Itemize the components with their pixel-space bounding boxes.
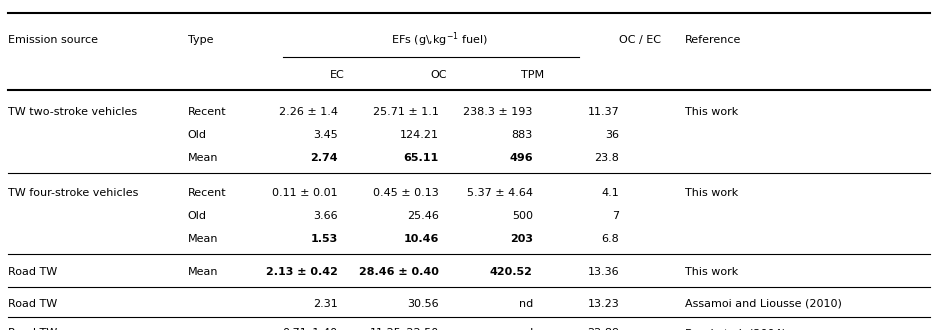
Text: 13.23: 13.23	[587, 299, 619, 309]
Text: This work: This work	[685, 107, 738, 117]
Text: Assamoi and Liousse (2010): Assamoi and Liousse (2010)	[685, 299, 841, 309]
Text: EC: EC	[330, 70, 345, 80]
Text: 3.66: 3.66	[313, 211, 338, 221]
Text: 65.11: 65.11	[403, 153, 439, 163]
Text: Road TW: Road TW	[8, 267, 57, 277]
Text: Mean: Mean	[188, 153, 219, 163]
Text: 6.8: 6.8	[601, 234, 619, 244]
Text: 3.45: 3.45	[313, 130, 338, 140]
Text: Road TW: Road TW	[8, 299, 57, 309]
Text: 5.37 ± 4.64: 5.37 ± 4.64	[467, 188, 533, 198]
Text: 10.46: 10.46	[403, 234, 439, 244]
Text: 0.71–1.40: 0.71–1.40	[282, 328, 338, 330]
Text: OC: OC	[431, 70, 447, 80]
Text: Reference: Reference	[685, 35, 741, 45]
Text: Old: Old	[188, 211, 206, 221]
Text: 13.36: 13.36	[587, 267, 619, 277]
Text: This work: This work	[685, 267, 738, 277]
Text: 0.45 ± 0.13: 0.45 ± 0.13	[373, 188, 439, 198]
Text: 883: 883	[511, 130, 533, 140]
Text: 23.8: 23.8	[594, 153, 619, 163]
Text: EFs (g\,kg$^{-1}$ fuel): EFs (g\,kg$^{-1}$ fuel)	[390, 30, 488, 49]
Text: 2.31: 2.31	[313, 299, 338, 309]
Text: 420.52: 420.52	[490, 267, 533, 277]
Text: 30.56: 30.56	[407, 299, 439, 309]
Text: OC / EC: OC / EC	[619, 35, 661, 45]
Text: Recent: Recent	[188, 188, 226, 198]
Text: 36: 36	[605, 130, 619, 140]
Text: Emission source: Emission source	[8, 35, 98, 45]
Text: 11.25–22.50: 11.25–22.50	[370, 328, 439, 330]
Text: Road TW: Road TW	[8, 328, 57, 330]
Text: 500: 500	[512, 211, 533, 221]
Text: 2.26 ± 1.4: 2.26 ± 1.4	[279, 107, 338, 117]
Text: 0.11 ± 0.01: 0.11 ± 0.01	[272, 188, 338, 198]
Text: 238.3 ± 193: 238.3 ± 193	[463, 107, 533, 117]
Text: Old: Old	[188, 130, 206, 140]
Text: 7: 7	[612, 211, 619, 221]
Text: Mean: Mean	[188, 267, 219, 277]
Text: Type: Type	[188, 35, 213, 45]
Text: 11.37: 11.37	[587, 107, 619, 117]
Text: Mean: Mean	[188, 234, 219, 244]
Text: 25.46: 25.46	[407, 211, 439, 221]
Text: 496: 496	[509, 153, 533, 163]
Text: This work: This work	[685, 188, 738, 198]
Text: Recent: Recent	[188, 107, 226, 117]
Text: 22.89: 22.89	[587, 328, 619, 330]
Text: 28.46 ± 0.40: 28.46 ± 0.40	[359, 267, 439, 277]
Text: nd: nd	[519, 299, 533, 309]
Text: 203: 203	[509, 234, 533, 244]
Text: 2.13 ± 0.42: 2.13 ± 0.42	[265, 267, 338, 277]
Text: 25.71 ± 1.1: 25.71 ± 1.1	[373, 107, 439, 117]
Text: 1.53: 1.53	[310, 234, 338, 244]
Text: 4.1: 4.1	[601, 188, 619, 198]
Text: TW four-stroke vehicles: TW four-stroke vehicles	[8, 188, 138, 198]
Text: Bond et al. (2004): Bond et al. (2004)	[685, 328, 786, 330]
Text: nd: nd	[519, 328, 533, 330]
Text: 124.21: 124.21	[400, 130, 439, 140]
Text: TPM: TPM	[522, 70, 544, 80]
Text: TW two-stroke vehicles: TW two-stroke vehicles	[8, 107, 137, 117]
Text: 2.74: 2.74	[310, 153, 338, 163]
